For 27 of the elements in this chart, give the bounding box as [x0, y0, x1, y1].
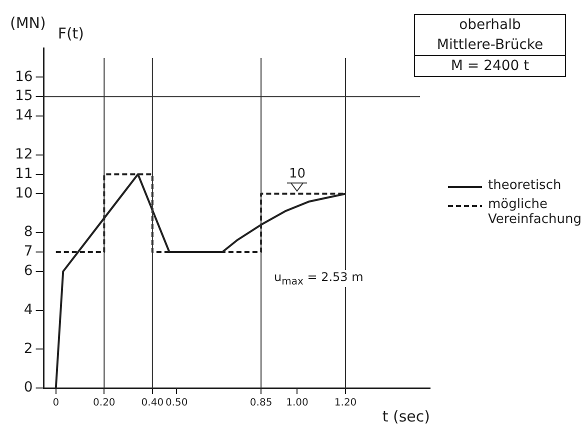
x-tick-label: 0.50 — [165, 398, 188, 409]
y-tick-label: 0 — [24, 380, 33, 396]
x-tick-label: 1.00 — [286, 398, 308, 409]
y-tick-label: 14 — [14, 108, 33, 124]
legend-label: theoretisch — [488, 178, 562, 193]
y-tick-label: 2 — [24, 340, 33, 357]
y-tick-label: 16 — [14, 68, 33, 85]
text: (MN) — [10, 14, 46, 32]
y-tick-label: 4 — [24, 302, 33, 318]
x-tick-label: 0 — [52, 398, 60, 409]
y-tick-label: 7 — [24, 244, 33, 260]
legend-label: mögliche Vereinfachung — [488, 197, 582, 227]
y-axis-title: F(t) — [58, 24, 84, 42]
x-tick-label: 0.85 — [250, 398, 272, 409]
x-tick-label: 1.20 — [334, 398, 357, 409]
x-tick-label: 0.40 — [141, 398, 164, 409]
annotation: 10 — [288, 166, 306, 182]
y-tick-label: 11 — [14, 166, 33, 182]
y-tick-label: 12 — [14, 146, 33, 162]
y-tick-label: 8 — [24, 224, 33, 240]
x-tick-label: 0.20 — [93, 398, 116, 409]
y-tick-label: 10 — [14, 185, 33, 202]
label-box: oberhalb Mittlere-Brücke M = 2400 t — [414, 14, 566, 77]
y-tick-label: 15 — [14, 88, 33, 104]
x-axis-title: t (sec) — [382, 407, 430, 426]
y-tick-label: 6 — [24, 263, 33, 280]
annotation: u$_{max}$ = 2.53 m — [274, 270, 364, 288]
